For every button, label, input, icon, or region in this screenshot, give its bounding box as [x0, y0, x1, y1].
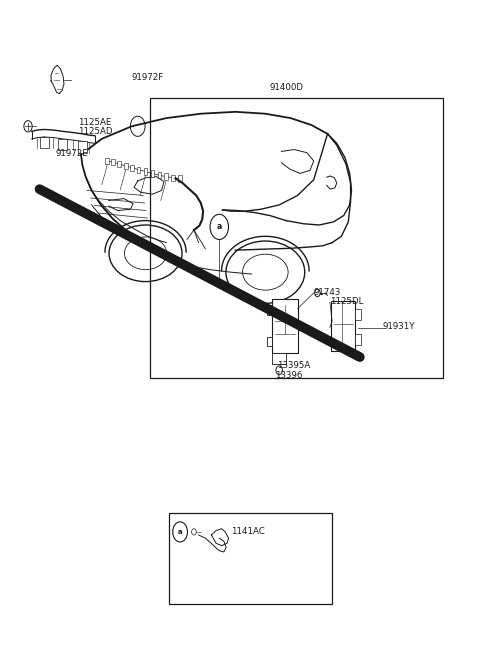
Text: 91931Y: 91931Y [383, 322, 415, 331]
Bar [267, 337, 272, 346]
Bar [157, 172, 161, 178]
Text: 13395A: 13395A [277, 362, 310, 370]
Bar [78, 141, 87, 153]
Bar [151, 170, 154, 177]
Text: 1125DL: 1125DL [330, 297, 363, 307]
Bar [150, 98, 443, 378]
Text: 1141AC: 1141AC [231, 527, 264, 536]
Text: 91400D: 91400D [270, 83, 304, 92]
Bar [137, 166, 141, 173]
Bar [39, 137, 49, 148]
Bar [144, 168, 147, 175]
Bar [267, 305, 272, 315]
Text: 91972F: 91972F [132, 73, 164, 83]
Text: a: a [216, 223, 222, 231]
Bar [58, 139, 67, 150]
Bar [131, 164, 134, 171]
Bar [168, 513, 332, 604]
Text: 1125AE: 1125AE [78, 118, 111, 127]
Bar [124, 162, 128, 169]
Bar [331, 301, 355, 351]
Bar [355, 334, 361, 345]
Text: 13396: 13396 [276, 371, 303, 380]
Bar [165, 174, 168, 179]
Bar [118, 161, 121, 167]
Bar [111, 159, 115, 165]
Bar [355, 309, 361, 320]
Bar [171, 175, 175, 181]
Text: a: a [178, 529, 182, 535]
Bar [272, 352, 286, 364]
Text: 91972E: 91972E [56, 149, 88, 158]
Bar [106, 158, 109, 164]
Bar [272, 299, 298, 352]
Bar [178, 176, 182, 181]
Text: 91743: 91743 [314, 288, 341, 297]
Text: 1125AD: 1125AD [78, 127, 112, 136]
